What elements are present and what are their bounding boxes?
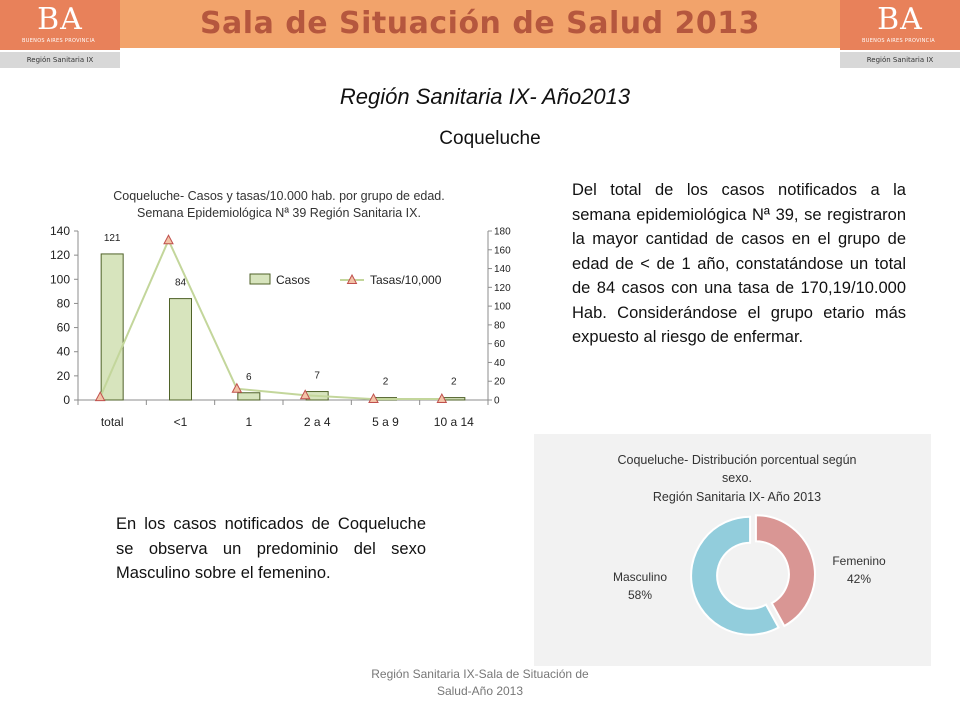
x-tick-label: 10 a 14 [434,415,474,429]
chart-legend: Casos Tasas/10,000 [249,273,442,287]
y-left-tick-label: 60 [57,321,71,335]
x-tick-label: 2 a 4 [304,415,331,429]
page-topic: Coqueluche [439,128,541,149]
bar-series: 121 84 6 7 2 2 [100,233,466,401]
logo-ba-text: BA [37,2,83,37]
y-left-tick-label: 40 [57,345,71,359]
paragraph-sex-summary: En los casos notificados de Coqueluche s… [116,515,426,582]
bar [442,397,466,401]
doughnut-label-name: Femenino [832,554,886,568]
y-right-tick-label: 40 [494,358,506,369]
doughnut-labels: Femenino 42% Masculino 58% [613,554,886,602]
rate-marker [299,389,311,400]
doughnut-chart-svg: Coqueluche- Distribución porcentual segú… [613,453,886,636]
rate-marker [163,234,174,245]
pie-chart-title-line2: sexo. [722,471,752,485]
x-tick-label: <1 [174,415,188,429]
y-right-tick-label: 160 [494,245,511,256]
y-left-tick-label: 0 [63,393,70,407]
rate-line [99,237,442,401]
rate-marker [94,391,106,402]
bar-line-chart: Coqueluche- Casos y tasas/10.000 hab. po… [38,180,518,440]
y-right-tick-label: 180 [494,227,511,238]
footer-line1: Región Sanitaria IX-Sala de Situación de [371,667,589,681]
bar-chart-title-line1: Coqueluche- Casos y tasas/10.000 hab. po… [113,189,444,203]
y-left-tick-label: 20 [57,369,71,383]
logo-province-text: BUENOS AIRES PROVINCIA [862,38,935,44]
bar-data-label: 7 [314,371,320,382]
y-right-tick-label: 20 [494,377,506,388]
rate-marker [368,392,379,404]
doughnut-label-percent: 58% [628,588,652,602]
header-band [0,0,960,48]
header-stripe [0,48,960,52]
bar-data-label: 84 [175,278,187,289]
ba-logo-left: BA BUENOS AIRES PROVINCIA Región Sanitar… [0,0,120,68]
legend-label-casos: Casos [276,273,310,287]
y-right-tick-label: 80 [494,320,506,331]
line-series [94,234,448,404]
main-title: Sala de Situación de Salud 2013 [199,6,761,41]
bar [100,253,124,401]
bar-chart-title-line2: Semana Epidemiológica Nª 39 Región Sanit… [137,206,421,220]
y-left-tick-label: 80 [57,296,71,310]
logo-region-text: Región Sanitaria IX [840,52,960,68]
pie-chart-title-line3: Región Sanitaria IX- Año 2013 [653,490,821,504]
bar-data-label: 2 [451,377,457,388]
logo-divider [0,50,120,52]
bar [237,392,261,401]
y-right-tick-label: 120 [494,283,511,294]
y-right-tick-label: 100 [494,302,511,313]
y-right-tick-label: 140 [494,264,511,275]
pie-chart-title-line1: Coqueluche- Distribución porcentual segú… [617,453,856,467]
logo-divider [840,50,960,52]
footer-text: Región Sanitaria IX-Sala de Situación de… [340,666,620,700]
doughnut-slices [690,514,816,636]
logo-ba-text: BA [877,2,923,37]
y-left-tick-label: 140 [50,224,70,238]
paragraph-cases-summary: Del total de los casos notificados a la … [572,181,906,346]
x-tick-label: 5 a 9 [372,415,399,429]
y-left-tick-label: 120 [50,248,70,262]
bar-line-chart-svg: Coqueluche- Casos y tasas/10.000 hab. po… [50,189,511,429]
x-tick-label: 1 [245,415,252,429]
bar-data-label: 6 [246,372,252,383]
logo-province-text: BUENOS AIRES PROVINCIA [22,38,95,44]
ba-logo-right: BA BUENOS AIRES PROVINCIA Región Sanitar… [840,0,960,68]
bar-data-label: 2 [383,377,389,388]
rate-marker [231,382,243,393]
y-left-tick-label: 100 [50,272,70,286]
y-right-tick-label: 0 [494,396,500,407]
doughnut-label-percent: 42% [847,572,871,586]
doughnut-slice-femenino [754,514,816,628]
logo-region-text: Región Sanitaria IX [0,52,120,68]
rate-marker [436,392,448,404]
bar-data-label: 121 [104,233,121,244]
legend-label-tasas: Tasas/10,000 [370,273,442,287]
x-tick-label: total [101,415,124,429]
header-banner: BA BUENOS AIRES PROVINCIA Región Sanitar… [0,0,960,68]
doughnut-label-name: Masculino [613,570,667,584]
y-right-tick-label: 60 [494,339,506,350]
legend-swatch-tasas-marker [346,273,358,284]
legend-swatch-casos [249,273,271,285]
page-subtitle: Región Sanitaria IX- Año2013 [339,84,631,109]
doughnut-chart: Coqueluche- Distribución porcentual segú… [534,434,931,666]
doughnut-slice-masculino [690,515,780,636]
footer-line2: Salud-Año 2013 [436,684,524,698]
chart-axes: 0 20 40 60 80 100 120 140 0 20 40 60 80 100 120 140 160 1… [50,224,511,429]
bar [169,298,192,401]
